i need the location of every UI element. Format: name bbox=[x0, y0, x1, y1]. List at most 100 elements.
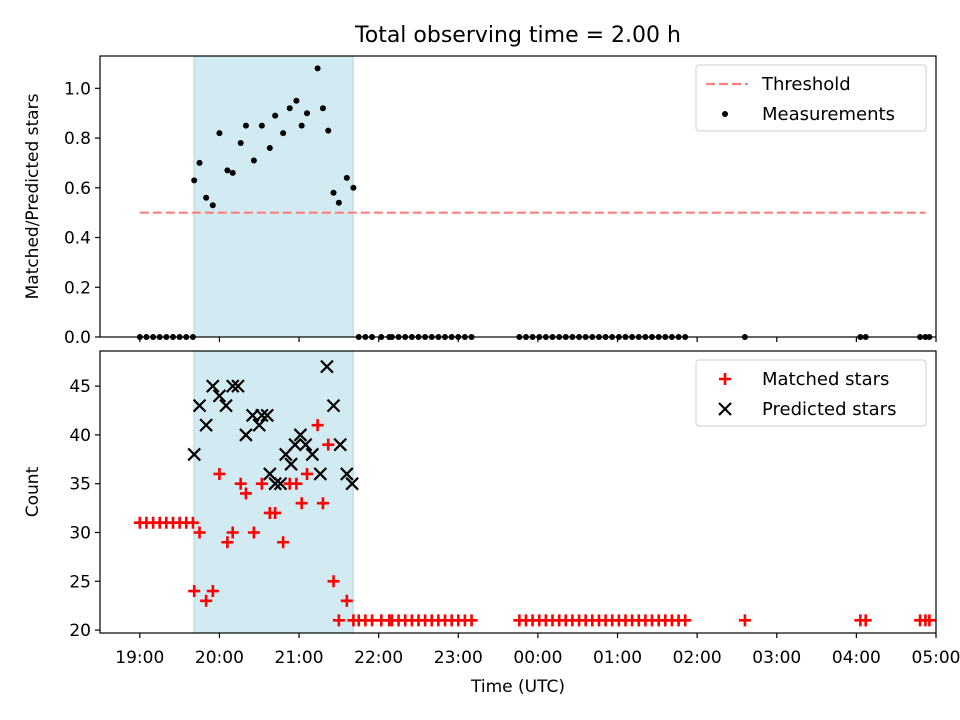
data-point bbox=[255, 477, 268, 490]
data-point bbox=[284, 457, 298, 471]
legend-box bbox=[695, 64, 927, 132]
y-tick-label: 0.8 bbox=[64, 129, 91, 149]
legend-label: Measurements bbox=[762, 104, 895, 125]
data-point bbox=[206, 585, 219, 598]
legend-label: Matched stars bbox=[762, 369, 889, 390]
legend-box bbox=[695, 359, 927, 427]
data-point bbox=[738, 614, 751, 627]
y-tick-label: 45 bbox=[69, 377, 91, 397]
x-tick-label: 21:00 bbox=[275, 648, 324, 668]
data-point bbox=[239, 487, 252, 500]
x-tick-label: 19:00 bbox=[115, 648, 164, 668]
data-point bbox=[923, 614, 936, 627]
data-point bbox=[192, 398, 207, 413]
data-point bbox=[206, 379, 220, 393]
y-axis-label: Count bbox=[23, 466, 43, 517]
y-tick-label: 25 bbox=[69, 572, 91, 592]
data-point bbox=[330, 189, 337, 196]
data-point bbox=[304, 110, 311, 117]
data-point bbox=[332, 614, 345, 627]
y-tick-label: 40 bbox=[69, 426, 91, 446]
data-point bbox=[340, 594, 353, 607]
data-point bbox=[250, 157, 257, 164]
data-point bbox=[320, 359, 334, 374]
y-tick-label: 0.6 bbox=[64, 179, 91, 199]
data-point bbox=[280, 130, 287, 137]
data-point bbox=[258, 122, 265, 129]
data-point bbox=[212, 389, 227, 403]
data-point bbox=[333, 437, 347, 452]
data-point bbox=[325, 127, 332, 134]
legend-swatch bbox=[718, 402, 732, 416]
data-point bbox=[327, 575, 340, 588]
data-point bbox=[199, 418, 213, 432]
data-point bbox=[213, 467, 226, 480]
data-point bbox=[224, 167, 231, 174]
y-tick-label: 0.4 bbox=[64, 229, 91, 249]
data-point bbox=[322, 438, 335, 451]
x-tick-label: 04:00 bbox=[832, 648, 881, 668]
data-point bbox=[288, 437, 302, 452]
x-tick-label: 05:00 bbox=[912, 648, 960, 668]
data-point bbox=[188, 585, 201, 598]
data-point bbox=[272, 112, 279, 119]
data-point bbox=[326, 398, 341, 413]
data-point bbox=[226, 526, 239, 539]
x-tick-label: 01:00 bbox=[593, 648, 642, 668]
data-point bbox=[225, 379, 240, 393]
x-tick-label: 22:00 bbox=[354, 648, 403, 668]
y-tick-label: 0.2 bbox=[64, 278, 91, 298]
data-point bbox=[231, 379, 245, 393]
data-point bbox=[859, 614, 872, 627]
y-tick-label: 0.0 bbox=[64, 328, 91, 348]
data-point bbox=[263, 467, 277, 481]
y-tick-label: 20 bbox=[69, 621, 91, 641]
data-point bbox=[293, 428, 308, 442]
data-point bbox=[187, 447, 201, 462]
data-point bbox=[316, 497, 329, 510]
data-point bbox=[186, 516, 199, 529]
x-tick-label: 03:00 bbox=[752, 648, 801, 668]
data-point bbox=[239, 428, 253, 442]
data-point bbox=[252, 418, 267, 432]
data-point bbox=[196, 159, 203, 166]
legend-label: Threshold bbox=[761, 74, 851, 95]
data-point bbox=[286, 105, 293, 112]
data-point bbox=[290, 477, 303, 490]
data-point bbox=[298, 122, 305, 129]
legend-swatch bbox=[719, 373, 731, 385]
data-point bbox=[260, 408, 274, 423]
x-tick-label: 23:00 bbox=[434, 648, 483, 668]
y-tick-label: 30 bbox=[69, 523, 91, 543]
data-point bbox=[343, 174, 350, 181]
data-point bbox=[219, 398, 233, 413]
legend-swatch bbox=[722, 111, 728, 117]
data-point bbox=[335, 199, 342, 206]
data-point bbox=[465, 614, 478, 627]
data-point bbox=[242, 122, 249, 129]
matched-stars-series bbox=[133, 419, 936, 627]
data-point bbox=[345, 476, 359, 491]
data-point bbox=[269, 506, 282, 519]
data-point bbox=[340, 467, 354, 481]
data-point bbox=[277, 536, 290, 549]
data-point bbox=[268, 476, 282, 491]
data-point bbox=[298, 437, 313, 452]
data-point bbox=[679, 614, 692, 627]
data-point bbox=[255, 408, 269, 423]
data-point bbox=[209, 202, 216, 209]
data-point bbox=[200, 594, 213, 607]
data-point bbox=[350, 184, 357, 191]
figure-title: Total observing time = 2.00 h bbox=[354, 23, 681, 48]
legend: Threshold Measurements bbox=[695, 64, 927, 132]
data-point bbox=[191, 177, 198, 184]
axes-frame bbox=[99, 55, 937, 338]
y-axis-label: Matched/Predicted stars bbox=[23, 93, 43, 299]
data-point bbox=[273, 476, 288, 491]
legend: Matched stars Predicted stars bbox=[695, 359, 927, 427]
data-point bbox=[313, 467, 328, 481]
data-point bbox=[247, 526, 260, 539]
matched-ratio-panel: 0.0 0.2 0.4 0.6 0.8 1.0 Matched/Predicted star… bbox=[23, 55, 937, 348]
data-point bbox=[319, 105, 326, 112]
x-axis-label: Time (UTC) bbox=[470, 677, 565, 697]
